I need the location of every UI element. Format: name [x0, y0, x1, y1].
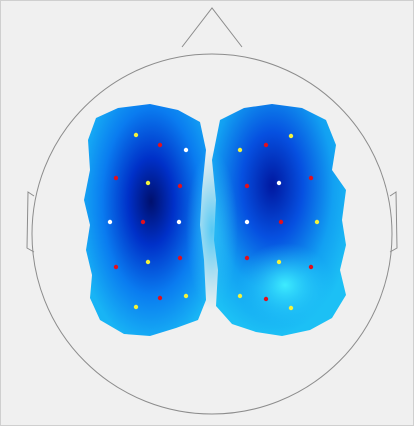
channel-marker: [176, 219, 182, 225]
nose: [181, 7, 243, 48]
channel-marker: [263, 142, 269, 148]
channel-markers: [107, 132, 320, 311]
channel-marker: [237, 147, 243, 153]
channel-marker: [244, 183, 250, 189]
head-outline: [26, 7, 398, 415]
channel-marker: [237, 293, 243, 299]
channel-marker: [314, 219, 320, 225]
channel-marker: [308, 264, 314, 270]
channel-marker: [183, 147, 189, 153]
activation-midline: [186, 150, 238, 310]
channel-marker: [113, 175, 119, 181]
channel-marker: [276, 180, 282, 186]
channel-marker: [145, 259, 151, 265]
channel-marker: [244, 255, 250, 261]
channel-marker: [244, 219, 250, 225]
channel-marker: [133, 132, 139, 138]
activation-left: [84, 104, 206, 336]
channel-marker: [107, 219, 113, 225]
channel-marker: [145, 180, 151, 186]
channel-marker: [276, 259, 282, 265]
channel-marker: [263, 296, 269, 302]
right-ear: [389, 191, 398, 253]
channel-marker: [140, 219, 146, 225]
activation-peak: [237, 243, 333, 327]
head-circle: [31, 53, 393, 415]
channel-marker: [157, 142, 163, 148]
channel-marker: [288, 133, 294, 139]
channel-marker: [157, 295, 163, 301]
left-ear: [26, 191, 35, 253]
channel-marker: [133, 304, 139, 310]
channel-marker: [288, 305, 294, 311]
channel-marker: [177, 255, 183, 261]
channel-marker: [113, 264, 119, 270]
channel-marker: [308, 175, 314, 181]
channel-marker: [177, 183, 183, 189]
channel-marker: [183, 293, 189, 299]
channel-marker: [278, 219, 284, 225]
